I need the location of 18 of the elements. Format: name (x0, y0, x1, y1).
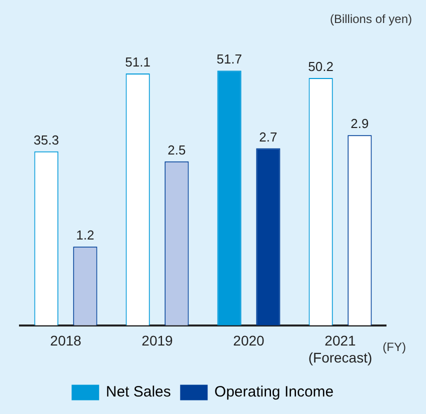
data-label: 2.5 (168, 142, 186, 158)
text: (FY) (382, 340, 406, 354)
data-label: 51.7 (216, 52, 242, 67)
legend-label: Net Sales (106, 384, 171, 401)
legend-label: Operating Income (214, 384, 334, 401)
data-label: 50.2 (308, 59, 334, 74)
data-label: 1.2 (76, 228, 94, 243)
text: (Billions of yen) (330, 12, 412, 26)
x-tick-label: 2018 (50, 332, 82, 349)
data-label: 51.1 (125, 54, 150, 70)
x-tick-label: 2021 (Forecast) (308, 332, 372, 366)
data-label: 2.9 (350, 116, 369, 132)
x-tick-label: 2019 (142, 332, 174, 349)
bar (217, 70, 242, 326)
data-label: 35.3 (34, 132, 59, 148)
x-tick-label: 2020 (233, 332, 265, 349)
data-label: 2.7 (259, 129, 278, 144)
bar (256, 148, 280, 326)
